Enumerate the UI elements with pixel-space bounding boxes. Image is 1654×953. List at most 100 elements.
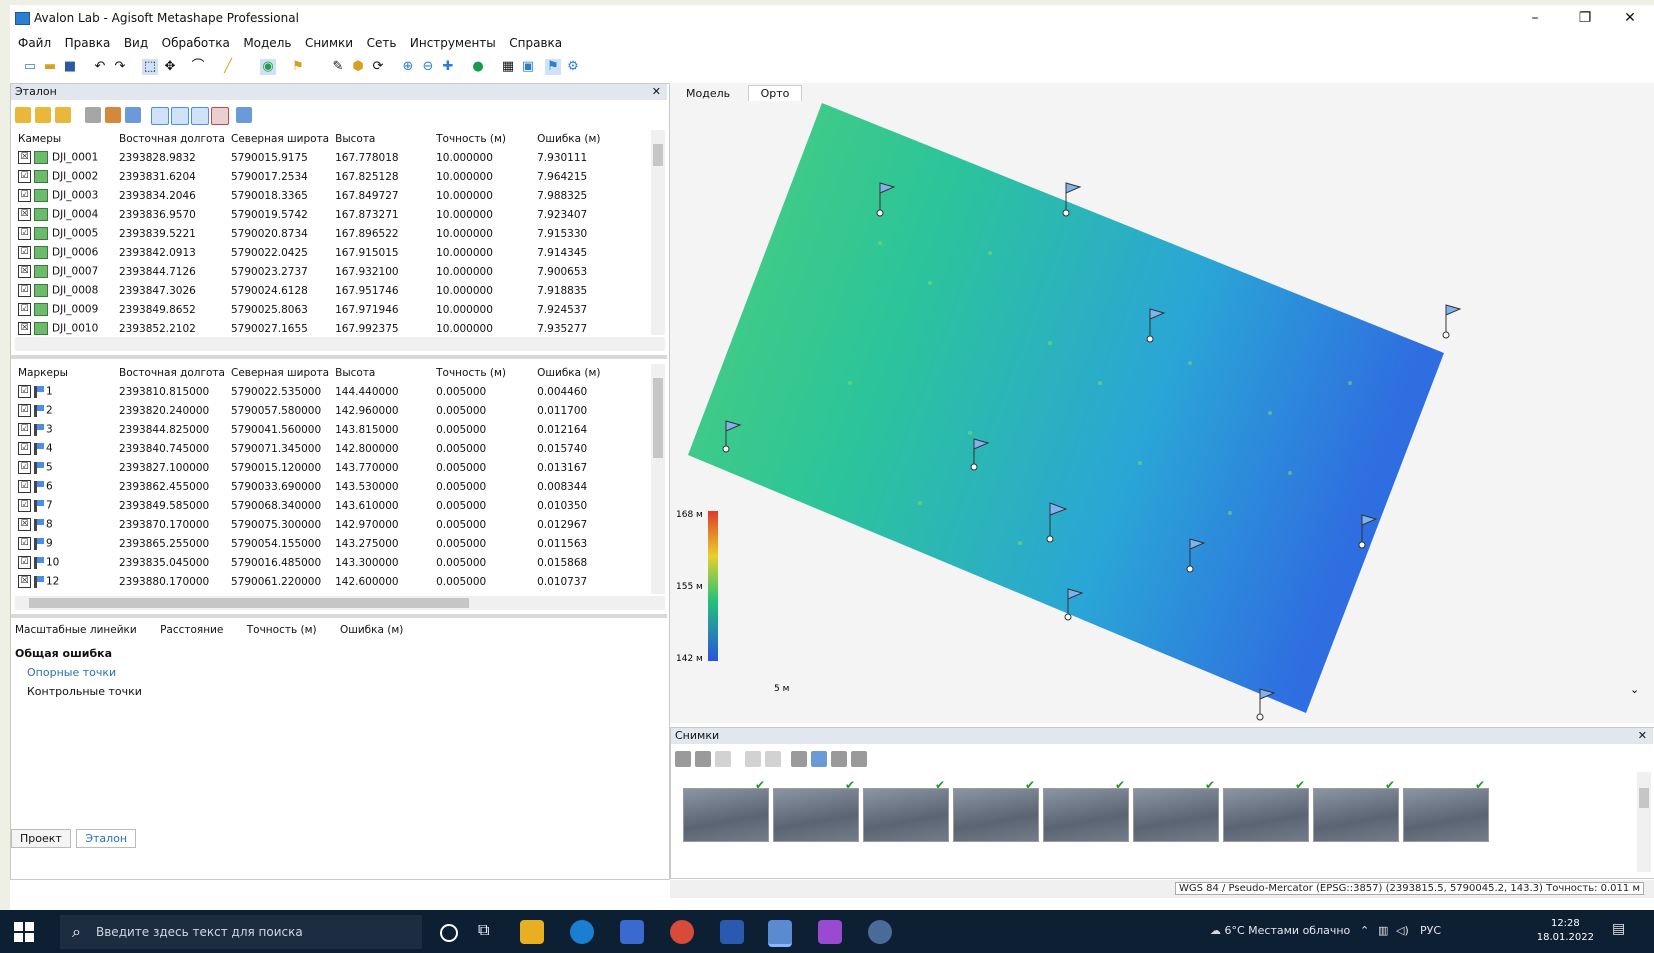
flag-icon[interactable]: ⚑: [292, 59, 304, 74]
table-row[interactable]: ☑ 5 2393827.100000 5790015.120000 143.770000…: [15, 458, 620, 477]
taskbar-clock[interactable]: 12:28 18.01.2022: [1537, 917, 1594, 945]
table-row[interactable]: ☒ DJI_0001 2393828.9832 5790015.9175 167.778…: [15, 148, 620, 167]
camera-checkbox[interactable]: ☒: [18, 151, 31, 164]
save-app-icon[interactable]: [620, 920, 644, 944]
menu-file[interactable]: Файл: [18, 36, 52, 50]
table-row[interactable]: ☒ DJI_0007 2393844.7126 5790023.2737 167.932…: [15, 262, 620, 281]
tray-up-icon[interactable]: ⌃: [1360, 924, 1370, 937]
disable-icon[interactable]: [765, 751, 781, 767]
flag-icon[interactable]: [722, 420, 742, 453]
flag-icon[interactable]: [1186, 538, 1206, 573]
filter-icon[interactable]: [85, 107, 101, 123]
photo-thumbnail[interactable]: [1313, 788, 1399, 842]
photo-thumbnail[interactable]: [683, 788, 769, 842]
flag-icon[interactable]: [1442, 304, 1462, 339]
camera-checkbox[interactable]: ☒: [18, 265, 31, 278]
camera-checkbox[interactable]: ☑: [18, 227, 31, 240]
globe-icon[interactable]: ●: [472, 59, 484, 74]
marker-checkbox[interactable]: ☑: [18, 404, 31, 417]
table-row[interactable]: ☑ 3 2393844.825000 5790041.560000 143.815000…: [15, 420, 620, 439]
camera-checkbox[interactable]: ☒: [18, 322, 31, 335]
panel-close-icon[interactable]: ✕: [651, 85, 661, 98]
rotate-left-icon[interactable]: [675, 751, 691, 767]
marker-checkbox[interactable]: ☑: [18, 499, 31, 512]
photos-vscroll[interactable]: [1637, 772, 1651, 872]
photos-close-icon[interactable]: ✕: [1637, 729, 1647, 742]
col-accuracy[interactable]: Точность (м): [436, 367, 506, 379]
update-icon[interactable]: [125, 107, 141, 123]
convert-icon[interactable]: [55, 107, 71, 123]
redo-icon[interactable]: ↷: [114, 59, 126, 74]
flag-icon[interactable]: [1146, 308, 1166, 343]
menu-tools[interactable]: Инструменты: [409, 36, 496, 50]
zoom-in-icon[interactable]: ⊕: [402, 59, 414, 74]
maximize-button[interactable]: ❐: [1578, 10, 1592, 26]
camera-checkbox[interactable]: ☑: [18, 303, 31, 316]
windows-start-icon[interactable]: [14, 922, 34, 942]
flag-icon[interactable]: [876, 182, 896, 217]
markers-hscroll[interactable]: [15, 596, 665, 610]
view-source-icon[interactable]: [151, 107, 169, 125]
import-icon[interactable]: [15, 107, 31, 123]
close-button[interactable]: ✕: [1624, 10, 1636, 26]
marker-checkbox[interactable]: ☑: [18, 556, 31, 569]
table-row[interactable]: ☑ 6 2393862.455000 5790033.690000 143.530000…: [15, 477, 620, 496]
splitter[interactable]: [11, 355, 667, 359]
remove-icon[interactable]: [715, 751, 731, 767]
table-row[interactable]: ☑ 7 2393849.585000 5790068.340000 143.610000…: [15, 496, 620, 515]
scroll-thumb[interactable]: [653, 378, 663, 458]
edge-icon[interactable]: [570, 920, 594, 944]
minimize-button[interactable]: –: [1531, 10, 1539, 26]
volume-icon[interactable]: ◁): [1396, 924, 1409, 937]
table-row[interactable]: ☑ DJI_0002 2393831.6204 5790017.2534 167.825…: [15, 167, 620, 186]
marker-checkbox[interactable]: ☑: [18, 442, 31, 455]
table-row[interactable]: ☑ 9 2393865.255000 5790054.155000 143.275000…: [15, 534, 620, 553]
menu-photos[interactable]: Снимки: [304, 36, 354, 50]
file-explorer-icon[interactable]: [520, 920, 544, 944]
camera-checkbox[interactable]: ☑: [18, 246, 31, 259]
camera-checkbox[interactable]: ☑: [18, 189, 31, 202]
cortana-icon[interactable]: [440, 924, 458, 942]
rotate-icon[interactable]: ⟳: [372, 59, 384, 74]
navigation-icon[interactable]: ✥: [164, 59, 176, 74]
save-icon[interactable]: ■: [63, 59, 77, 74]
table-row[interactable]: ☑ DJI_0009 2393849.8652 5790025.8063 167.971…: [15, 300, 620, 319]
view-estimated-icon[interactable]: [171, 107, 189, 125]
col-error[interactable]: Ошибка (м): [537, 133, 601, 145]
scroll-thumb[interactable]: [653, 144, 663, 166]
scroll-thumb[interactable]: [1639, 788, 1649, 808]
splitter[interactable]: [11, 614, 667, 618]
flag-view-icon[interactable]: ⚑: [545, 59, 561, 75]
flag-icon[interactable]: [1064, 588, 1084, 621]
col-sb-accuracy[interactable]: Точность (м): [246, 624, 317, 636]
flag-icon[interactable]: [970, 438, 990, 471]
photo-thumbnail[interactable]: [1043, 788, 1129, 842]
edit-icon[interactable]: [105, 107, 121, 123]
flag-icon[interactable]: [1062, 182, 1082, 217]
tree-root[interactable]: Общая ошибка: [15, 647, 113, 660]
tree-item-control-points[interactable]: Опорные точки: [27, 666, 117, 679]
dem-canvas[interactable]: 168 м 155 м 142 м 5 м ⌄: [670, 83, 1654, 723]
tree-item-check-points[interactable]: Контрольные точки: [27, 685, 142, 698]
export-icon[interactable]: [35, 107, 51, 123]
col-alt[interactable]: Высота: [335, 367, 376, 379]
table-row[interactable]: ☑ DJI_0003 2393834.2046 5790018.3365 167.849…: [15, 186, 620, 205]
menu-network[interactable]: Сеть: [366, 36, 397, 50]
ortho-viewport[interactable]: Модель Орто: [670, 83, 1654, 723]
col-accuracy[interactable]: Точность (м): [436, 133, 506, 145]
brush-icon[interactable]: ✎: [332, 59, 344, 74]
col-scalebars[interactable]: Масштабные линейки: [15, 624, 137, 636]
tab-project[interactable]: Проект: [11, 829, 71, 848]
photo-thumbnail[interactable]: [1133, 788, 1219, 842]
menu-help[interactable]: Справка: [509, 36, 563, 50]
col-north[interactable]: Северная широта: [230, 367, 330, 379]
menu-edit[interactable]: Правка: [64, 36, 111, 50]
tab-reference[interactable]: Эталон: [76, 829, 137, 848]
col-distance[interactable]: Расстояние: [160, 624, 224, 636]
col-cameras[interactable]: Камеры: [18, 133, 62, 145]
table-row[interactable]: ☑ 2 2393820.240000 5790057.580000 142.960000…: [15, 401, 620, 420]
col-north[interactable]: Северная широта: [230, 133, 330, 145]
table-row[interactable]: ☑ DJI_0005 2393839.5221 5790020.8734 167.896…: [15, 224, 620, 243]
metashape-taskbar-icon[interactable]: [768, 920, 792, 947]
grid-icon[interactable]: ▦: [501, 59, 515, 74]
